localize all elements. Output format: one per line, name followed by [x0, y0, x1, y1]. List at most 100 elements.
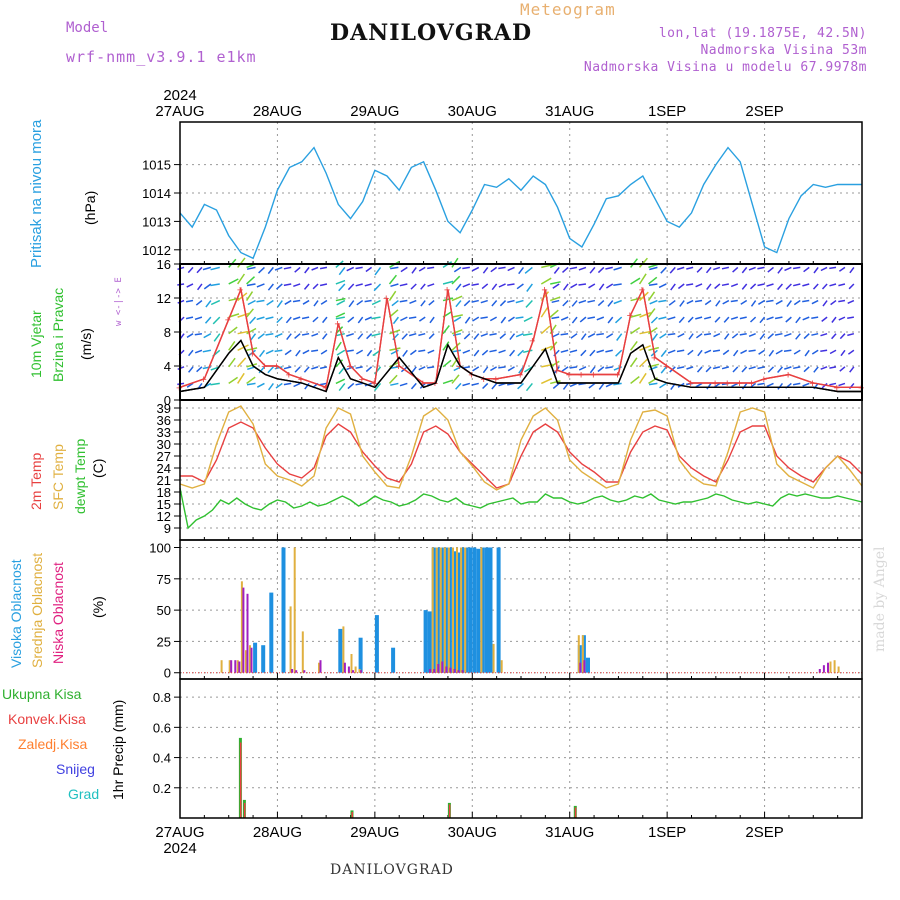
wind-arrow	[286, 333, 292, 341]
wind-arrow	[274, 266, 283, 271]
wind-arrow	[580, 349, 587, 357]
cloud-bar-niska	[445, 666, 448, 673]
cloud-bar-srednja	[240, 581, 243, 673]
wind-arrow	[630, 313, 642, 318]
wind-arrow	[829, 266, 837, 270]
wind-arrow	[678, 316, 685, 324]
wind-arrow	[840, 349, 846, 357]
cloud-label-1: Visoka Oblacnost	[8, 559, 24, 668]
cloud-bar-niska	[234, 660, 237, 673]
wind-arrow	[301, 332, 310, 336]
wind-arrow	[411, 266, 417, 274]
wind-arrow	[524, 266, 533, 274]
wind-arrow	[442, 341, 450, 351]
wind-arrow	[596, 332, 604, 336]
wind-arrow	[463, 333, 471, 340]
wind-arrow	[246, 327, 257, 335]
wind-arrow	[507, 283, 515, 286]
cloud-bar-srednja	[452, 547, 454, 673]
credit-text: made by Angel	[872, 546, 888, 653]
y-tick-label: 27	[157, 449, 171, 464]
wind-label-1: 10m Vjetar	[28, 310, 44, 378]
cloud-bar-visoka	[391, 647, 396, 673]
wind-arrow	[829, 366, 837, 369]
wind-arrow	[390, 283, 399, 288]
wind-arrow	[388, 374, 398, 384]
wind-arrow	[615, 349, 623, 357]
cloud-bar-srednja	[464, 547, 467, 673]
wind-arrow	[551, 299, 560, 304]
wind-arrow	[540, 378, 553, 385]
cloud-bar-visoka	[374, 615, 379, 673]
panel-precip: 0.2 0.4 0.6 0.8	[153, 678, 863, 819]
wind-arrow	[605, 366, 613, 369]
wind-arrow	[401, 333, 408, 340]
wind-arrow	[525, 382, 533, 392]
wind-arrow	[390, 382, 399, 386]
x-top-label: 27AUG	[155, 103, 204, 120]
wind-speed-marker: +	[237, 285, 243, 297]
wind-arrow	[428, 299, 435, 306]
wind-speed-marker: +	[347, 361, 353, 373]
wind-arrow	[451, 329, 463, 335]
wind-arrow	[267, 382, 274, 391]
wind-arrow	[471, 299, 479, 303]
wind-speed-marker: +	[371, 378, 377, 390]
wind-arrow	[355, 283, 363, 287]
wind-arrow	[335, 341, 342, 351]
wind-arrow	[741, 266, 748, 274]
wind-arrow	[589, 349, 596, 357]
x-bottom-label: 31AUG	[545, 824, 594, 841]
cloud-bar-srednja	[249, 645, 251, 673]
wind-arrow	[455, 300, 462, 308]
panel-pressure: 1012 1013 1014 1015	[142, 121, 863, 265]
series-speed-top	[179, 287, 862, 389]
wind-arrow	[472, 316, 480, 322]
wind-arrow	[482, 266, 489, 274]
wind-arrow	[427, 349, 435, 354]
wind-arrow	[630, 277, 641, 285]
wind-arrow	[839, 333, 846, 340]
wind-arrow	[686, 366, 694, 370]
wind-arrow	[541, 345, 553, 351]
wind-speed-marker: +	[554, 365, 560, 377]
wind-arrow	[739, 332, 747, 336]
wind-arrow	[188, 366, 194, 373]
wind-arrow	[301, 316, 310, 320]
wind-arrow	[364, 283, 372, 287]
wind-arrow	[371, 332, 381, 337]
cloud-bar-niska	[441, 661, 444, 673]
wind-arrow	[442, 280, 454, 285]
wind-arrow	[284, 349, 292, 356]
station-title: DANILOVGRAD	[330, 20, 533, 46]
wind-arrow	[319, 366, 328, 370]
wind-arrow	[499, 333, 507, 340]
wind-arrow	[767, 333, 775, 340]
cloud-bar-visoka	[261, 645, 266, 673]
wind-arrow	[498, 349, 506, 354]
wind-arrow	[311, 332, 319, 337]
cloud-bar-visoka	[496, 547, 501, 673]
wind-arrow	[579, 316, 587, 323]
wind-arrow	[391, 299, 399, 307]
wind-arrow	[802, 316, 810, 321]
wind-speed-marker: +	[322, 382, 328, 394]
wind-arrow	[766, 316, 774, 321]
wind-arrow	[758, 349, 765, 355]
y-tick-label: 8	[164, 325, 171, 340]
wind-arrow	[768, 349, 775, 357]
wind-arrow	[660, 349, 667, 358]
wind-arrow	[821, 283, 828, 290]
wind-arrow	[838, 266, 846, 272]
wind-arrow	[265, 332, 274, 336]
wind-arrow	[319, 283, 328, 287]
wind-arrow	[275, 382, 283, 389]
cloud-bar-niska	[827, 662, 829, 673]
cloud-bar-visoka	[269, 592, 274, 673]
pressure-label: Pritisak na nivou mora	[28, 119, 45, 268]
cloud-bar-niska	[437, 664, 440, 673]
cloud-bar-srednja	[289, 606, 292, 673]
wind-arrow	[410, 283, 417, 290]
wind-speed-marker: +	[480, 374, 486, 386]
wind-arrow	[516, 283, 524, 290]
